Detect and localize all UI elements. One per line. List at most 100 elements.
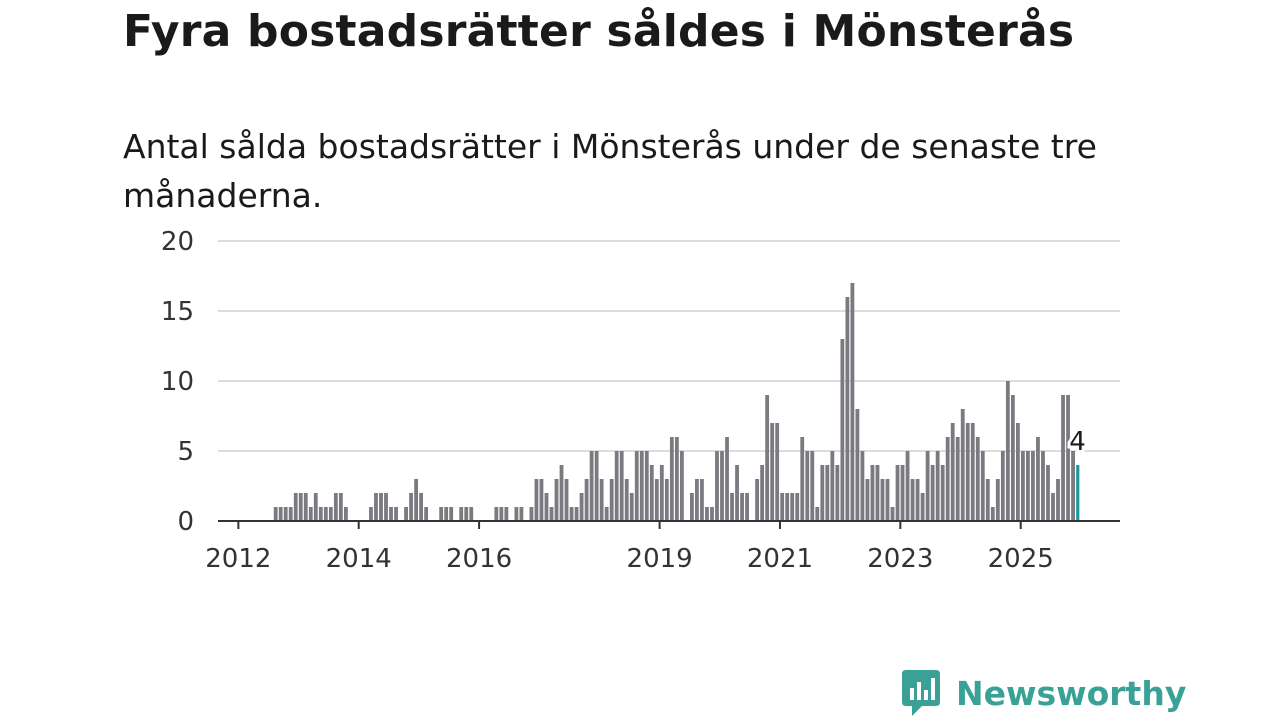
bar bbox=[389, 507, 393, 521]
bar bbox=[449, 507, 454, 521]
bar bbox=[514, 507, 519, 521]
bar bbox=[790, 493, 795, 521]
bar bbox=[870, 465, 875, 521]
bar bbox=[830, 451, 835, 521]
bar bbox=[1026, 451, 1030, 521]
bar bbox=[735, 465, 739, 521]
bar bbox=[283, 507, 288, 521]
bar bbox=[549, 507, 554, 521]
bar bbox=[895, 465, 900, 521]
bar bbox=[308, 507, 313, 521]
bar bbox=[710, 507, 714, 521]
bar bbox=[1041, 451, 1045, 521]
bar bbox=[990, 507, 995, 521]
latest-value-label: 4 bbox=[1069, 427, 1086, 457]
bar-latest bbox=[1076, 465, 1080, 521]
bar bbox=[544, 493, 549, 521]
bar bbox=[1036, 437, 1040, 521]
bar bbox=[955, 437, 960, 521]
x-tick-label: 2021 bbox=[747, 544, 813, 574]
bar bbox=[619, 451, 624, 521]
bar bbox=[278, 507, 283, 521]
bar bbox=[950, 423, 955, 521]
bar bbox=[1000, 451, 1005, 521]
bar bbox=[609, 479, 614, 521]
bar bbox=[805, 451, 810, 521]
bar bbox=[404, 507, 408, 521]
bar bbox=[760, 465, 765, 521]
bar bbox=[915, 479, 920, 521]
bar bbox=[935, 451, 940, 521]
bar bbox=[1021, 451, 1025, 521]
x-tick-label: 2016 bbox=[446, 544, 512, 574]
grid-lines bbox=[218, 240, 1120, 452]
bar bbox=[725, 437, 729, 521]
bar bbox=[379, 493, 383, 521]
bar bbox=[579, 493, 584, 521]
bar bbox=[464, 507, 469, 521]
bar bbox=[865, 479, 870, 521]
bar bbox=[273, 507, 278, 521]
bar bbox=[875, 465, 880, 521]
bar bbox=[975, 437, 980, 521]
y-tick-label: 0 bbox=[177, 507, 194, 537]
brand-logo[interactable]: Newsworthy bbox=[900, 668, 1186, 718]
bar bbox=[584, 479, 589, 521]
bar bbox=[1010, 395, 1015, 521]
bar bbox=[654, 479, 659, 521]
bar bbox=[715, 451, 719, 521]
bar bbox=[384, 493, 388, 521]
bar bbox=[669, 437, 674, 521]
bar bbox=[1061, 395, 1065, 521]
bar bbox=[459, 507, 464, 521]
bar bbox=[298, 493, 303, 521]
bar bbox=[649, 465, 654, 521]
bar bbox=[860, 451, 865, 521]
bar bbox=[925, 451, 930, 521]
bar bbox=[1031, 451, 1035, 521]
chart-title: Fyra bostadsrätter såldes i Mönsterås bbox=[123, 6, 1075, 57]
bar bbox=[960, 409, 965, 521]
bar bbox=[840, 339, 845, 521]
chart-subtitle: Antal sålda bostadsrätter i Mönsterås un… bbox=[123, 127, 1097, 215]
bar bbox=[639, 451, 644, 521]
bar bbox=[564, 479, 569, 521]
bar bbox=[499, 507, 504, 521]
bar bbox=[845, 297, 850, 521]
bar bbox=[780, 493, 785, 521]
bar bbox=[444, 507, 449, 521]
bar bbox=[795, 493, 800, 521]
bar bbox=[965, 423, 970, 521]
bar bbox=[599, 479, 604, 521]
bar bbox=[574, 507, 579, 521]
bar bbox=[539, 479, 544, 521]
bar bbox=[905, 451, 910, 521]
bar bbox=[820, 465, 825, 521]
bar bbox=[1071, 451, 1075, 521]
bar bbox=[674, 437, 679, 521]
bar bbox=[980, 451, 985, 521]
bar bbox=[679, 451, 684, 521]
bar bbox=[945, 437, 950, 521]
bar bbox=[664, 479, 669, 521]
bar bbox=[800, 437, 805, 521]
bar bbox=[303, 493, 308, 521]
y-tick-label: 10 bbox=[161, 367, 194, 397]
x-tick-label: 2012 bbox=[205, 544, 271, 574]
bar bbox=[1051, 493, 1055, 521]
bar bbox=[659, 465, 664, 521]
bar bbox=[288, 507, 293, 521]
y-tick-label: 20 bbox=[161, 227, 194, 257]
bar bbox=[765, 395, 770, 521]
bar bbox=[825, 465, 830, 521]
bar bbox=[1046, 465, 1050, 521]
bar bbox=[880, 479, 885, 521]
y-tick-label: 5 bbox=[177, 437, 194, 467]
y-tick-label: 15 bbox=[161, 297, 194, 327]
bar bbox=[328, 507, 333, 521]
newsworthy-logo-icon bbox=[902, 670, 940, 716]
bar bbox=[1066, 395, 1070, 521]
x-tick-label: 2025 bbox=[988, 544, 1054, 574]
bar bbox=[695, 479, 699, 521]
